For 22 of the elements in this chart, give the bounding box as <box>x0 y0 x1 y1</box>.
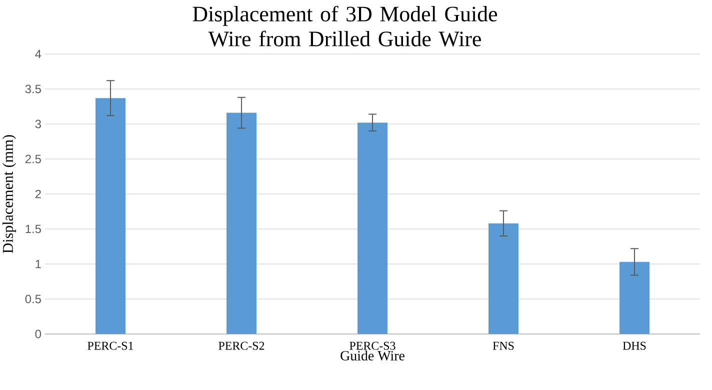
bar <box>358 122 388 334</box>
y-tick-label: 3 <box>35 120 41 128</box>
chart-title: Displacement of 3D Model Guide Wire from Drilled Guide Wire <box>192 6 498 46</box>
bar <box>96 98 126 334</box>
y-tick-label: 2 <box>35 190 41 198</box>
bar <box>488 223 519 334</box>
y-tick-label: 2.5 <box>25 154 41 164</box>
y-tick-label: 0.5 <box>25 294 41 304</box>
bar <box>226 112 257 334</box>
y-tick-label: 4 <box>35 50 42 58</box>
y-tick-label: 1.5 <box>26 224 41 234</box>
y-tick-label: 1 <box>36 260 41 268</box>
x-tick-label: PERC-S2 <box>218 342 264 350</box>
x-axis-title: Guide Wire <box>340 350 404 361</box>
y-tick-label: 3.5 <box>25 84 41 94</box>
x-tick-label: PERC-S3 <box>350 342 396 350</box>
y-tick-label: 0 <box>35 330 42 338</box>
bar <box>620 262 650 334</box>
x-tick-label: DHS <box>622 342 646 350</box>
x-tick-label: PERC-S1 <box>88 342 134 350</box>
y-axis-title: Displacement (mm) <box>2 135 16 254</box>
x-tick-label: FNS <box>492 342 514 350</box>
